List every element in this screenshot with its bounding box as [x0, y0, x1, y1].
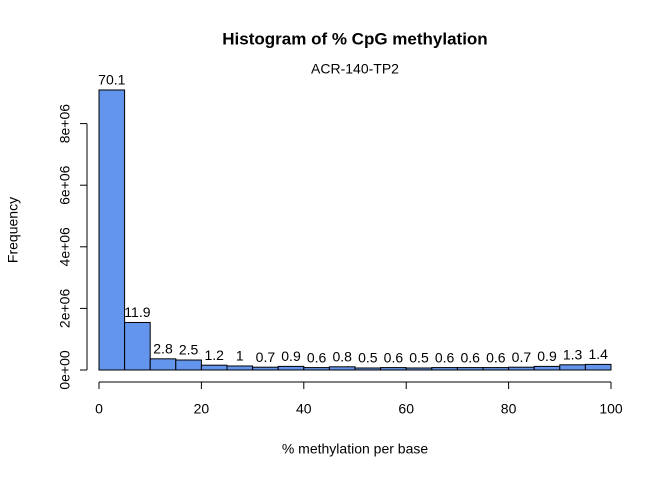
bar-label: 0.6	[435, 349, 455, 365]
bar-label: 0.6	[486, 349, 506, 365]
bar-label: 0.9	[537, 348, 557, 364]
x-tick-label: 40	[296, 401, 312, 417]
bar	[252, 366, 279, 371]
bar	[482, 367, 510, 371]
bar	[405, 367, 433, 371]
x-axis-label: % methylation per base	[282, 441, 429, 457]
bar	[328, 366, 356, 371]
bar-label: 0.6	[384, 349, 404, 365]
x-tick-label: 100	[599, 401, 623, 417]
bar-label: 1	[236, 348, 244, 364]
bar	[124, 321, 151, 371]
bar-label: 0.6	[307, 349, 327, 365]
bar-label: 0.9	[281, 348, 301, 364]
bar	[354, 367, 382, 371]
bar-label: 1.2	[204, 347, 224, 363]
bar	[380, 367, 407, 371]
bar-label: 2.8	[153, 341, 173, 357]
bar	[200, 364, 228, 371]
bar	[584, 363, 612, 371]
bar	[533, 365, 561, 371]
y-tick-label: 8e+06	[57, 104, 73, 144]
y-tick-label: 0e+00	[57, 350, 73, 390]
y-tick-label: 6e+06	[57, 165, 73, 205]
chart-subtitle: ACR-140-TP2	[311, 61, 399, 77]
y-tick-label: 2e+06	[57, 289, 73, 329]
bar-label: 70.1	[98, 72, 125, 88]
chart-title: Histogram of % CpG methylation	[222, 29, 487, 48]
bar-label: 1.3	[563, 346, 583, 362]
bar	[175, 359, 202, 371]
y-tick-label: 4e+06	[57, 227, 73, 267]
bar	[456, 367, 484, 371]
bar-label: 1.4	[588, 346, 608, 362]
x-tick-label: 0	[95, 401, 103, 417]
bar-label: 11.9	[124, 304, 150, 320]
bar-label: 0.5	[358, 350, 378, 366]
bar-label: 2.5	[179, 342, 199, 358]
bar	[303, 367, 330, 371]
bar-label: 0.7	[256, 349, 276, 365]
bar	[508, 366, 535, 371]
bar-label: 0.5	[409, 350, 429, 366]
x-tick-label: 20	[194, 401, 210, 417]
y-axis-label: Frequency	[5, 197, 21, 263]
bar	[226, 365, 254, 371]
bar-label: 0.8	[332, 348, 352, 364]
bar	[277, 365, 305, 371]
bar	[431, 367, 458, 371]
bar-label: 0.7	[512, 349, 532, 365]
bar	[149, 358, 177, 371]
x-tick-label: 60	[398, 401, 414, 417]
x-tick-label: 80	[501, 401, 517, 417]
bar	[98, 89, 126, 371]
bar-label: 0.6	[460, 349, 480, 365]
bar	[559, 364, 586, 371]
